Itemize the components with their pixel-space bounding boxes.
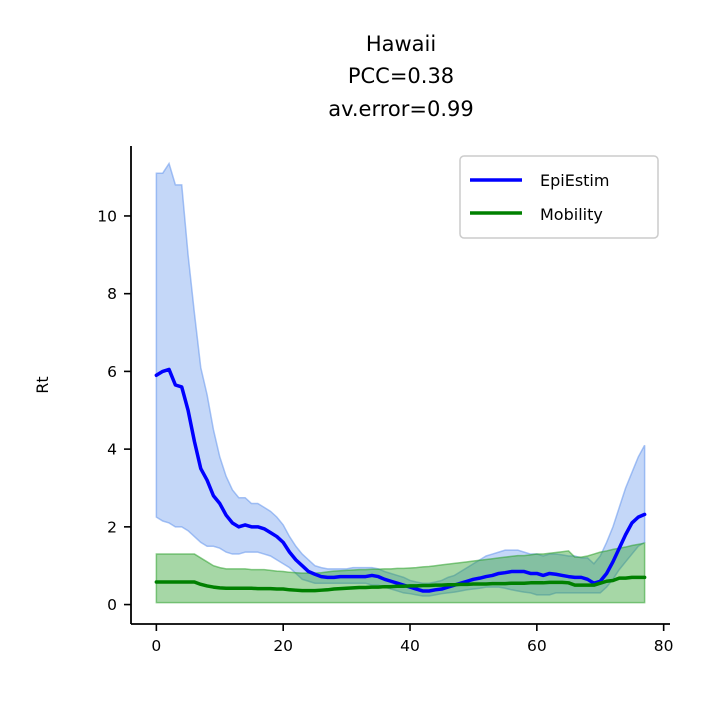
series-line-epiestim: [154, 367, 647, 593]
y-tick-label: 2: [107, 518, 117, 536]
chart-title-line-1: Hawaii: [366, 32, 436, 56]
axes: [130, 146, 670, 625]
y-axis-label: Rt: [33, 376, 52, 393]
y-tick-label: 6: [107, 363, 117, 381]
legend-label-mobility: Mobility: [540, 205, 603, 224]
y-tick-label: 0: [107, 596, 117, 614]
x-tick-label: 20: [273, 637, 293, 655]
plot-area: [154, 161, 647, 604]
y-tick-label: 8: [107, 285, 117, 303]
confidence-band-epiestim: [155, 161, 646, 597]
series-line-mobility: [154, 575, 647, 593]
x-ticks: 0 20 40 60 80: [151, 624, 674, 655]
legend-box: [459, 155, 659, 239]
chart-title-line-3: av.error=0.99: [328, 97, 474, 121]
x-tick-label: 80: [654, 637, 674, 655]
legend: EpiEstim Mobility: [459, 155, 659, 239]
y-ticks: 0 2 4 6 8 10: [97, 207, 131, 614]
y-tick-label: 4: [107, 441, 117, 459]
x-tick-label: 0: [151, 637, 161, 655]
legend-label-epiestim: EpiEstim: [540, 171, 609, 190]
y-tick-label: 10: [97, 207, 117, 225]
chart-title-line-2: PCC=0.38: [348, 64, 454, 88]
x-tick-label: 60: [527, 637, 547, 655]
x-tick-label: 40: [400, 637, 420, 655]
chart-title: Hawaii PCC=0.38 av.error=0.99: [328, 32, 474, 121]
